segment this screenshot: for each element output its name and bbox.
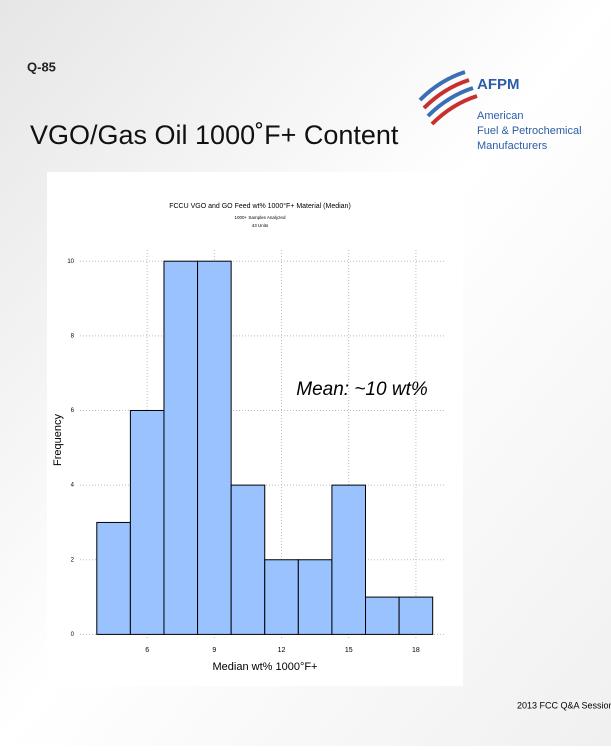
chart-subtitle: 1000+ Samples Analyzed xyxy=(235,215,286,220)
slide-title: VGO/Gas Oil 1000˚F+ Content xyxy=(30,120,399,150)
logo-icon xyxy=(418,70,478,126)
bar xyxy=(129,409,165,635)
x-tick-label: 9 xyxy=(212,647,216,654)
y-axis-label: Frequency xyxy=(52,414,64,466)
annotation: Mean: ~10 wt% xyxy=(296,379,428,400)
x-tick-label: 6 xyxy=(145,647,149,654)
logo-line: Fuel & Petrochemical xyxy=(477,125,582,137)
bar xyxy=(365,596,400,635)
y-tick-label: 4 xyxy=(71,483,75,489)
y-tick-label: 6 xyxy=(71,408,75,414)
footer: 2013 FCC Q&A Session xyxy=(517,700,611,710)
bar xyxy=(96,521,131,635)
x-axis-label: Median wt% 1000°F+ xyxy=(213,661,318,673)
bar xyxy=(230,484,266,635)
x-tick-label: 18 xyxy=(412,647,420,654)
bar xyxy=(398,596,434,635)
bar xyxy=(331,484,367,635)
y-tick-label: 2 xyxy=(71,557,75,563)
y-tick-label: 8 xyxy=(71,333,75,339)
y-tick-label: 10 xyxy=(67,259,74,265)
chart-title: FCCU VGO and GO Feed wt% 1000°F+ Materia… xyxy=(169,202,351,210)
x-tick-label: 15 xyxy=(345,647,353,654)
bar xyxy=(264,559,299,635)
logo-line: American xyxy=(477,110,523,122)
logo-name: AFPM xyxy=(477,76,520,93)
y-tick-label: 0 xyxy=(71,632,75,638)
plot: 0 2 4 6 8 10 6 9 12 15 18 xyxy=(67,250,445,654)
slide-label: Q-85 xyxy=(27,59,56,74)
x-tick-label: 12 xyxy=(278,647,286,654)
bar xyxy=(197,260,232,635)
chart-subtitle: 43 Units xyxy=(252,223,269,228)
bar xyxy=(297,559,333,635)
logo-line: Manufacturers xyxy=(477,140,548,152)
bar xyxy=(163,260,199,635)
